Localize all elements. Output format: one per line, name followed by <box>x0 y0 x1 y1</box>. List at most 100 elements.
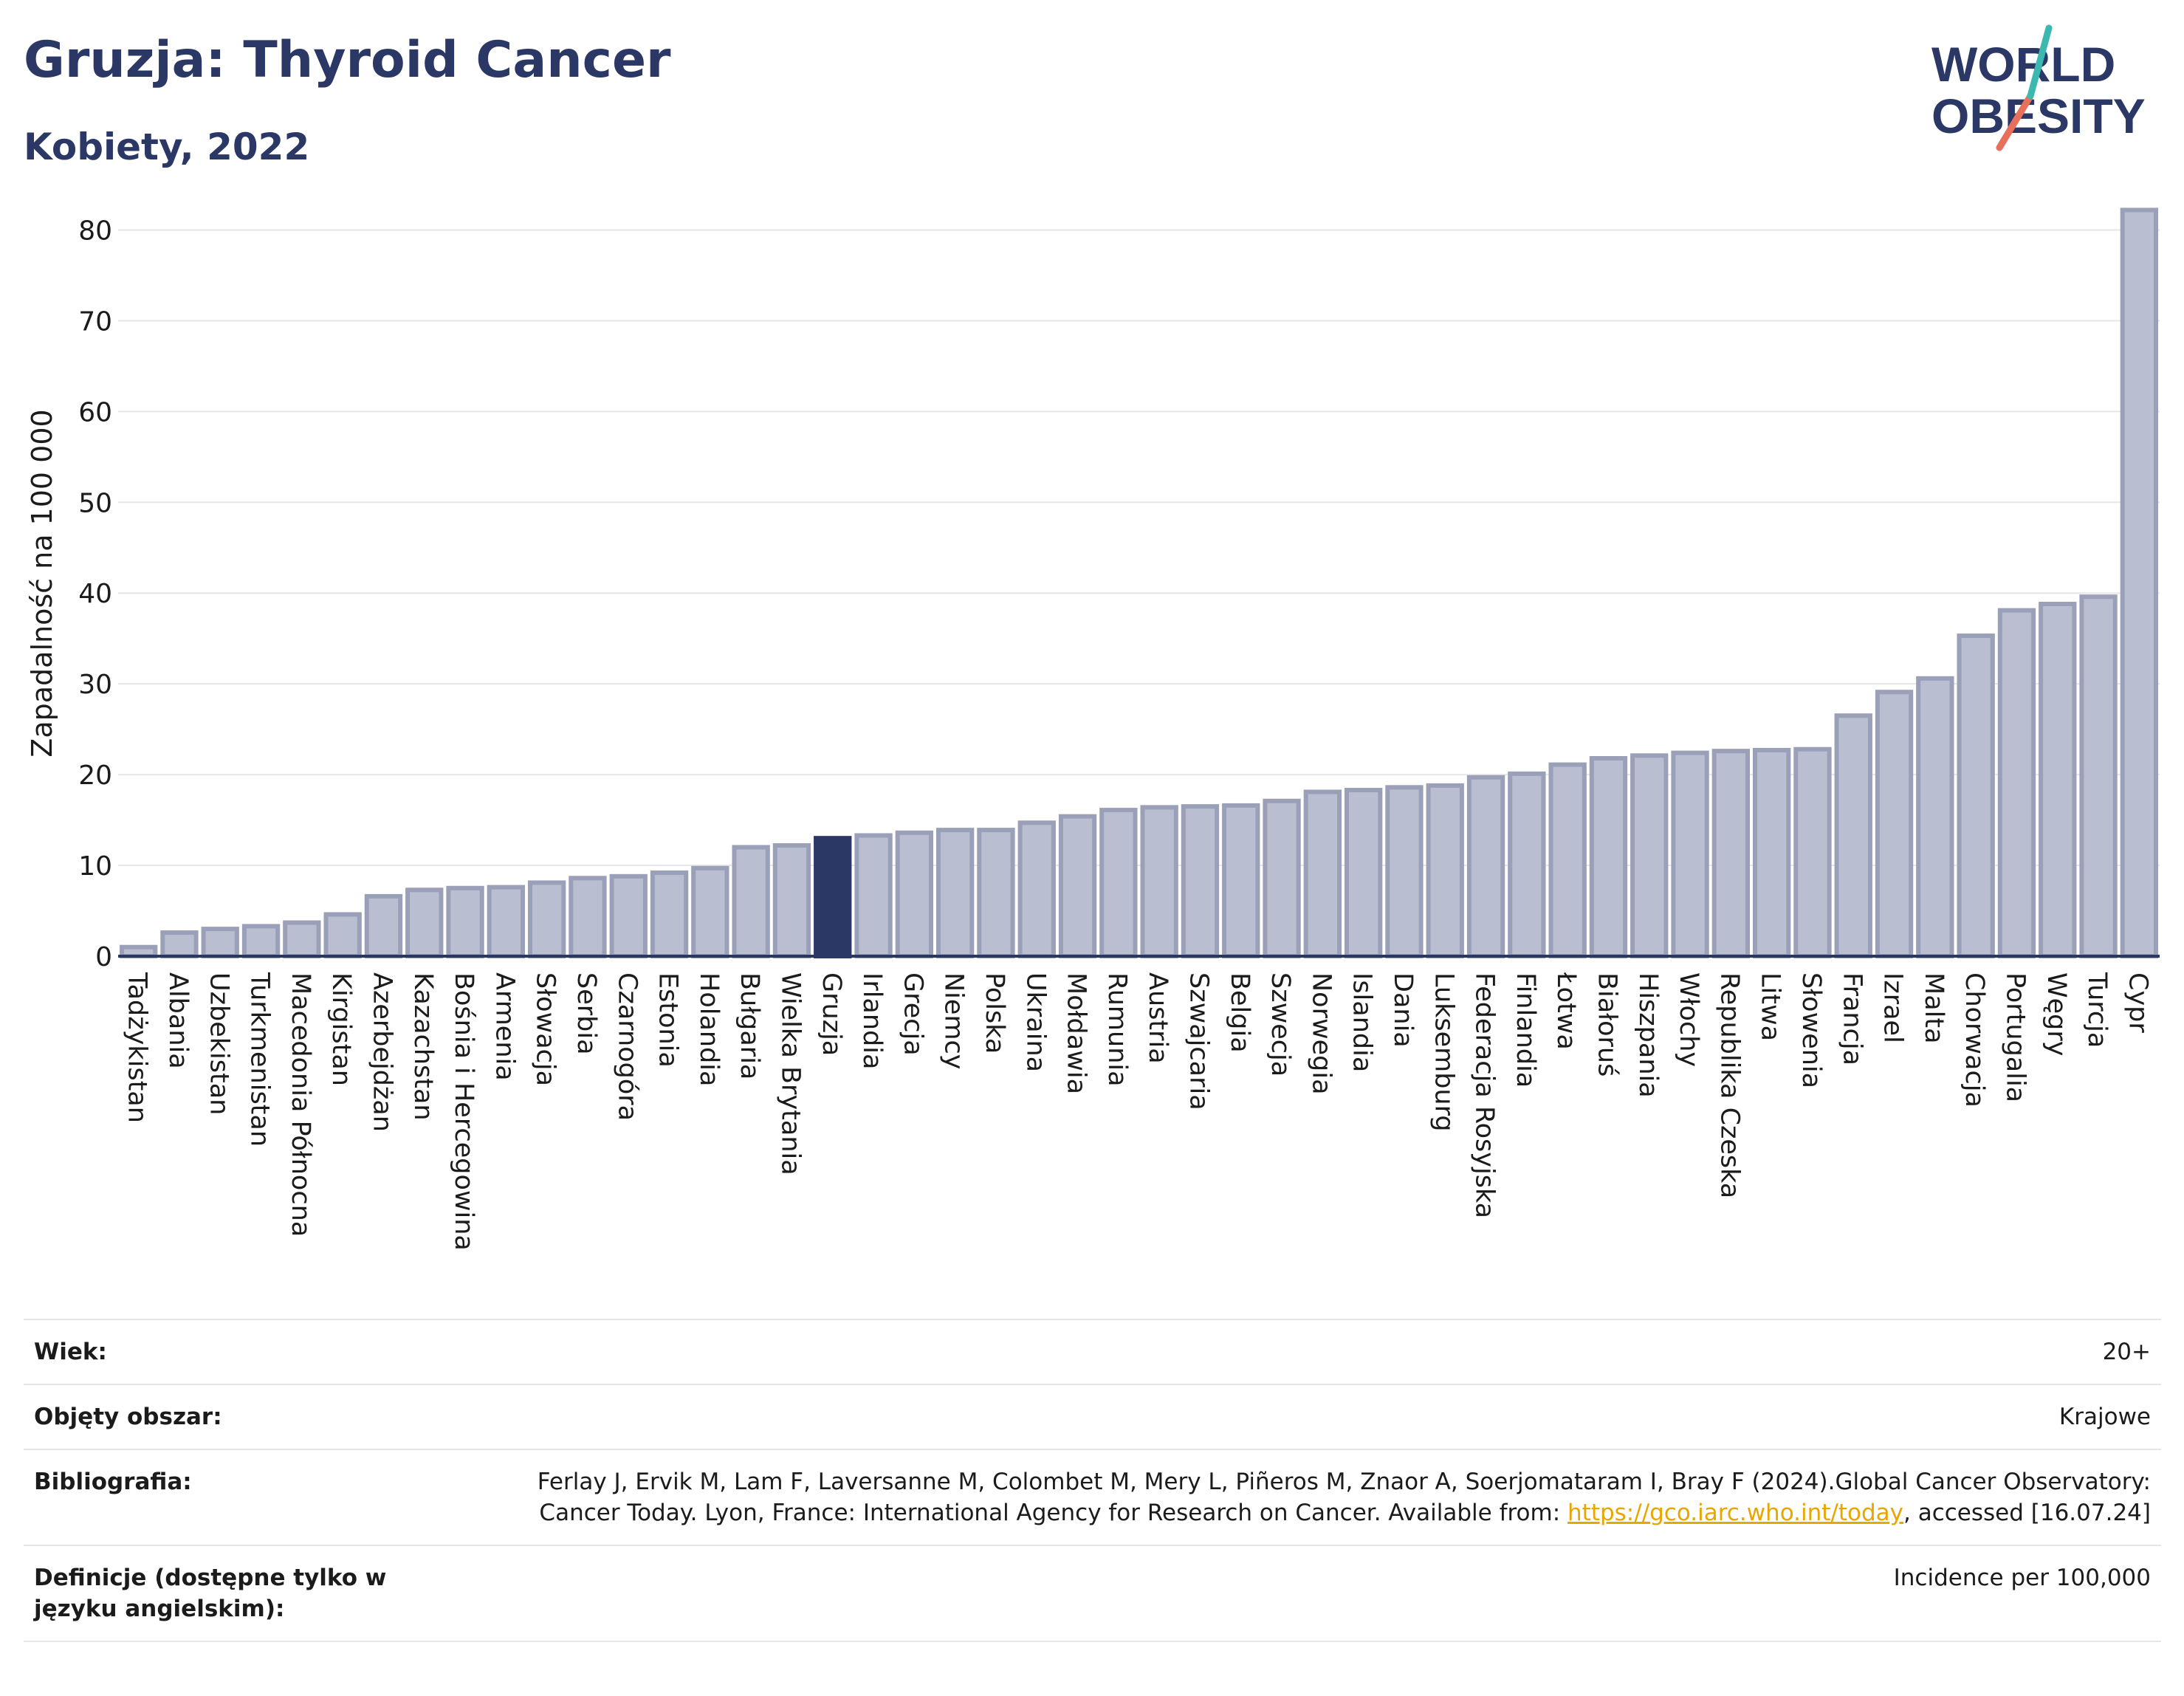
bar-49 <box>2120 207 2159 959</box>
bar-4 <box>283 920 321 959</box>
bar-6 <box>364 893 403 958</box>
bar-chart: 0 10 20 30 40 50 60 70 80 Zapadalność na 100 000… <box>26 207 2160 1251</box>
meta-row-age: Wiek: 20+ <box>24 1319 2161 1384</box>
bar-10 <box>527 880 566 959</box>
bar-19 <box>895 830 934 958</box>
x-tick-label: Estonia <box>653 972 683 1068</box>
meta-value: Krajowe <box>2058 1404 2151 1430</box>
x-tick-label: Republika Czeska <box>1714 972 1744 1198</box>
bar-46 <box>1997 608 2036 958</box>
x-tick-label: Francja <box>1837 972 1867 1065</box>
x-tick-label: Norwegia <box>1306 972 1336 1095</box>
x-tick-label: Armenia <box>490 972 519 1081</box>
x-tick-label: Malta <box>1919 972 1948 1044</box>
x-tick-label: Niemcy <box>939 972 969 1070</box>
bar-12 <box>609 873 648 958</box>
bar-26 <box>1181 804 1220 958</box>
x-tick-label: Gruzja <box>817 972 846 1056</box>
x-tick-label: Islandia <box>1347 972 1377 1072</box>
x-tick-label: Finlandia <box>1511 972 1540 1088</box>
x-tick-label: Ukraina <box>1020 972 1050 1072</box>
bar-36 <box>1589 755 1628 958</box>
x-tick-label: Irlandia <box>857 972 887 1069</box>
bar-13 <box>650 870 689 958</box>
x-tick-label: Cypr <box>2123 972 2152 1033</box>
bar-17 <box>814 836 852 958</box>
y-tick-label: 50 <box>78 488 112 518</box>
bar-22 <box>1017 820 1056 959</box>
bar-11 <box>569 876 607 958</box>
x-tick-label: Kazachstan <box>408 972 438 1121</box>
bar-39 <box>1711 749 1751 958</box>
bar-38 <box>1671 750 1709 958</box>
bar-20 <box>935 828 975 958</box>
bar-30 <box>1344 788 1383 958</box>
bar-45 <box>1957 634 1995 958</box>
meta-label: Wiek: <box>34 1339 107 1365</box>
y-tick-label: 60 <box>78 397 112 428</box>
x-tick-label: Rumunia <box>1102 972 1132 1087</box>
x-tick-label: Węgry <box>2042 972 2071 1056</box>
bar-40 <box>1752 747 1791 958</box>
x-tick-label: Łotwa <box>1551 972 1581 1050</box>
chart-subtitle: Kobiety, 2022 <box>24 126 310 168</box>
y-tick-label: 0 <box>95 942 112 972</box>
x-tick-label: Szwajcaria <box>1184 972 1213 1110</box>
x-tick-label: Bułgaria <box>735 972 764 1079</box>
meta-row-bibliography: Bibliografia: Ferlay J, Ervik M, Lam F, … <box>24 1449 2161 1545</box>
x-tick-label: Chorwacja <box>1960 972 1989 1108</box>
x-tick-label: Kirgistan <box>326 972 356 1086</box>
bar-33 <box>1466 775 1505 959</box>
logo-text-world: WORLD <box>1931 37 2115 92</box>
bar-9 <box>487 885 526 958</box>
y-tick-label: 70 <box>78 306 112 337</box>
x-tick-label: Albania <box>163 972 193 1069</box>
x-axis-ticks: Tadżykistan Albania Uzbekistan Turkmenistan… <box>123 972 2153 1251</box>
bibliography-accessed: , accessed [16.07.24] <box>1903 1500 2151 1526</box>
y-tick-label: 30 <box>78 670 112 700</box>
y-axis-label: Zapadalność na 100 000 <box>26 409 58 757</box>
bar-47 <box>2039 601 2077 958</box>
world-obesity-logo: WORLD OBESITY <box>1931 24 2146 151</box>
x-tick-label: Mołdawia <box>1062 972 1091 1094</box>
meta-value: Ferlay J, Ervik M, Lam F, Laversanne M, … <box>477 1466 2161 1528</box>
bar-2 <box>201 927 239 959</box>
x-tick-label: Tadżykistan <box>123 972 152 1123</box>
meta-row-area: Objęty obszar: Krajowe <box>24 1384 2161 1449</box>
meta-label: Definicje (dostępne tylko w języku angie… <box>34 1565 387 1622</box>
bar-23 <box>1058 814 1097 958</box>
y-tick-label: 80 <box>78 216 112 246</box>
x-tick-label: Włochy <box>1674 972 1703 1067</box>
x-tick-label: Izrael <box>1878 972 1908 1043</box>
bar-48 <box>2079 594 2118 958</box>
y-tick-label: 40 <box>78 579 112 609</box>
x-tick-label: Litwa <box>1756 972 1785 1041</box>
y-axis-ticks: 0 10 20 30 40 50 60 70 80 <box>78 216 112 972</box>
bibliography-text: Ferlay J, Ervik M, Lam F, Laversanne M, … <box>537 1469 2151 1526</box>
bar-21 <box>977 828 1015 958</box>
y-tick-label: 20 <box>78 761 112 791</box>
x-tick-label: Austria <box>1143 972 1172 1064</box>
bar-24 <box>1099 808 1138 958</box>
x-tick-label: Uzbekistan <box>204 972 233 1115</box>
x-tick-label: Polska <box>980 972 1009 1054</box>
meta-value: 20+ <box>2102 1339 2151 1365</box>
bar-18 <box>854 833 893 958</box>
x-tick-label: Hiszpania <box>1633 972 1663 1098</box>
bibliography-link[interactable]: https://gco.iarc.who.int/today <box>1567 1500 1903 1526</box>
bars <box>119 207 2159 959</box>
bar-41 <box>1793 746 1832 958</box>
x-tick-label: Czarnogóra <box>612 972 642 1121</box>
bar-8 <box>446 885 484 959</box>
x-tick-label: Szwecja <box>1266 972 1295 1077</box>
x-tick-label: Białoruś <box>1592 972 1621 1077</box>
meta-value: Incidence per 100,000 <box>1893 1565 2151 1591</box>
x-tick-label: Turcja <box>2082 972 2112 1048</box>
x-tick-label: Luksemburg <box>1429 972 1458 1132</box>
x-tick-label: Dania <box>1388 972 1418 1048</box>
x-tick-label: Grecja <box>898 972 927 1056</box>
bar-44 <box>1916 676 1954 958</box>
meta-row-definitions: Definicje (dostępne tylko w języku angie… <box>24 1545 2161 1642</box>
bar-43 <box>1875 690 1914 958</box>
x-tick-label: Turkmenistan <box>245 972 275 1147</box>
